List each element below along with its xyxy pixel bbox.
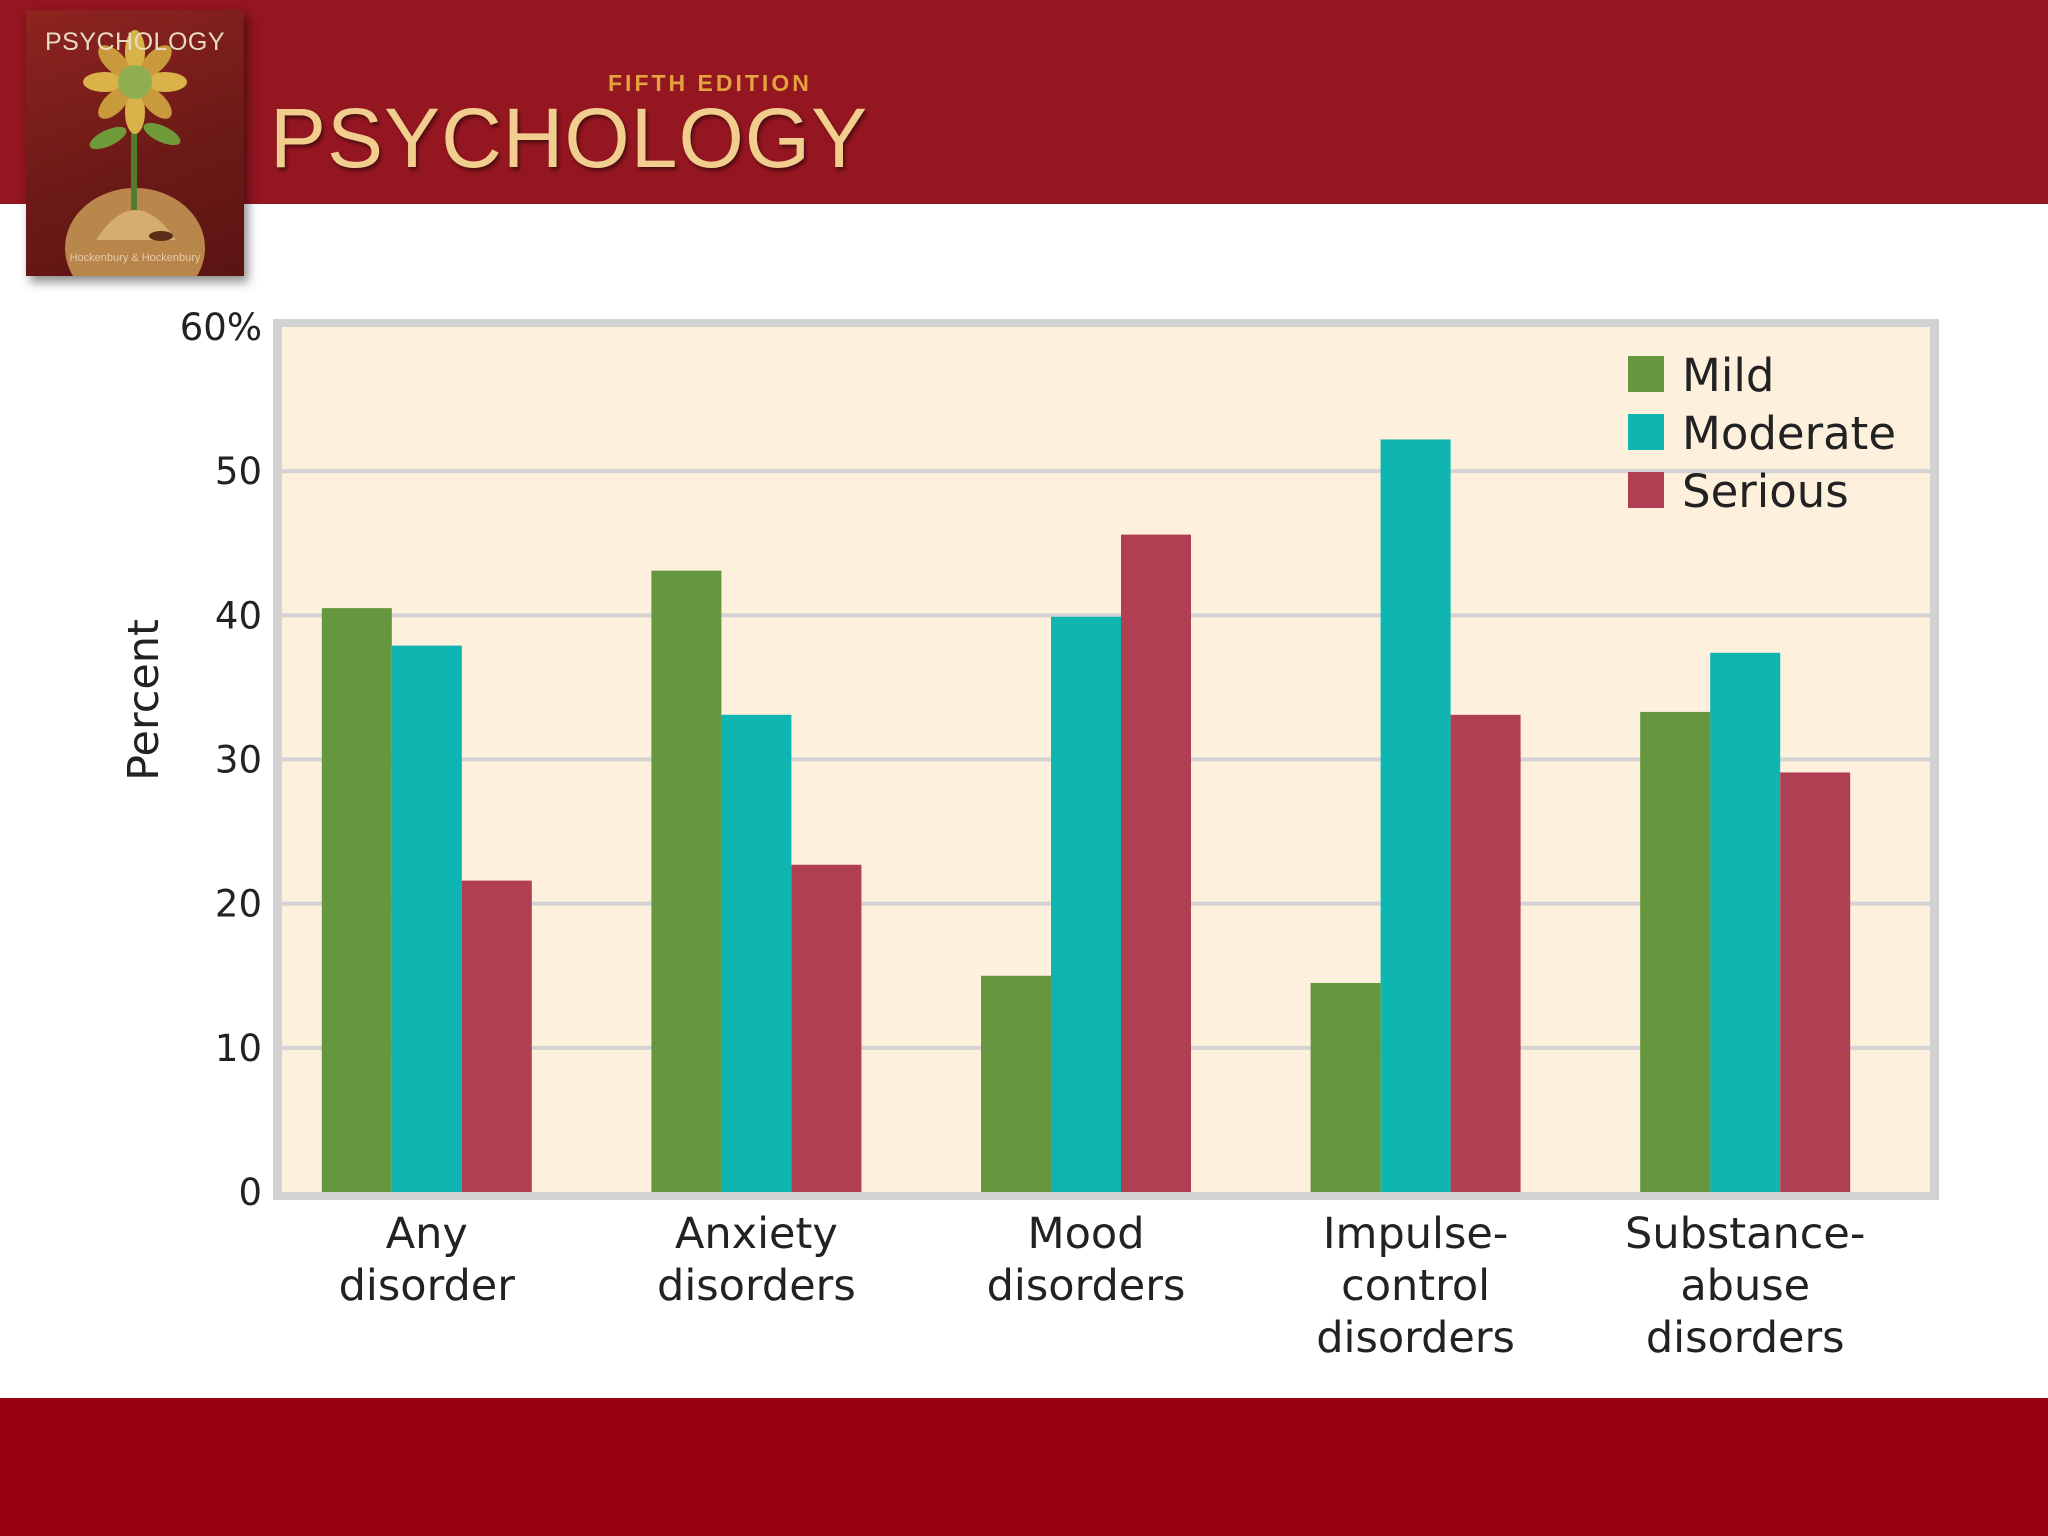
x-category-label: Anxiety disorders	[657, 1209, 856, 1311]
x-category-label-line: disorders	[657, 1261, 856, 1311]
x-category-label-line: Substance-	[1625, 1209, 1865, 1259]
bars	[321, 439, 1851, 1192]
x-category-label-line: disorders	[1316, 1313, 1515, 1363]
edition-label: FIFTH EDITION	[608, 70, 812, 96]
legend-label-serious: Serious	[1682, 465, 1849, 518]
legend-swatch-serious	[1628, 472, 1664, 508]
y-tick-label: 20	[215, 883, 262, 926]
x-category-label-line: abuse	[1680, 1261, 1810, 1311]
x-category-label-line: disorders	[987, 1261, 1186, 1311]
y-tick-label: 30	[215, 739, 262, 782]
x-category-label-line: Impulse-	[1323, 1209, 1508, 1259]
x-category-label: Substance-abuse disorders	[1625, 1209, 1865, 1363]
book-cover-image: PSYCHOLOGY Hockenbury & Hockenbury	[26, 10, 244, 276]
legend-swatch-moderate	[1628, 414, 1664, 450]
footer-banner	[0, 1398, 2048, 1536]
bar-mild	[651, 570, 722, 1192]
flower-illustration-icon	[65, 30, 205, 276]
x-category-label: Mood disorders	[987, 1209, 1186, 1311]
cover-authors: Hockenbury & Hockenbury	[69, 252, 201, 264]
x-category-label-line: Any	[386, 1209, 468, 1259]
y-axis-title: Percent	[119, 619, 169, 781]
x-category-label-line: Anxiety	[675, 1209, 838, 1259]
bar-mild	[1310, 982, 1381, 1192]
y-tick-label: 50	[215, 450, 262, 493]
bar-serious	[791, 864, 862, 1192]
bar-mild	[1640, 711, 1711, 1192]
legend-swatch-mild	[1628, 356, 1664, 392]
book-title: PSYCHOLOGY	[270, 91, 869, 185]
bar-serious	[1121, 534, 1191, 1192]
header-banner	[0, 0, 2048, 204]
bar-mild	[981, 975, 1051, 1192]
x-category-label-line: control	[1341, 1261, 1490, 1311]
x-category-label-line: disorders	[1646, 1313, 1845, 1363]
bar-moderate	[721, 714, 792, 1192]
bar-moderate	[1380, 439, 1451, 1192]
legend-label-mild: Mild	[1682, 349, 1774, 402]
bar-mild	[321, 608, 392, 1192]
bar-serious	[1780, 772, 1851, 1192]
x-category-label-line: Mood	[1027, 1209, 1144, 1259]
bar-moderate	[391, 645, 462, 1192]
bar-moderate	[1710, 652, 1781, 1192]
bar-moderate	[1051, 616, 1121, 1192]
cover-title: PSYCHOLOGY	[44, 28, 226, 56]
y-axis-ticks: 0 10 20 30 40 50 60%	[180, 306, 262, 1214]
x-category-label: Any disorder	[339, 1209, 516, 1311]
y-tick-label: 10	[215, 1027, 262, 1070]
x-category-label-line: disorder	[339, 1261, 516, 1311]
legend-label-moderate: Moderate	[1682, 407, 1896, 460]
y-tick-label: 0	[238, 1171, 262, 1214]
x-category-label: Impulse-control disorders	[1316, 1209, 1515, 1363]
y-tick-label: 60%	[180, 306, 262, 349]
bar-serious	[461, 880, 532, 1192]
y-tick-label: 40	[215, 594, 262, 637]
bar-serious	[1450, 714, 1521, 1192]
